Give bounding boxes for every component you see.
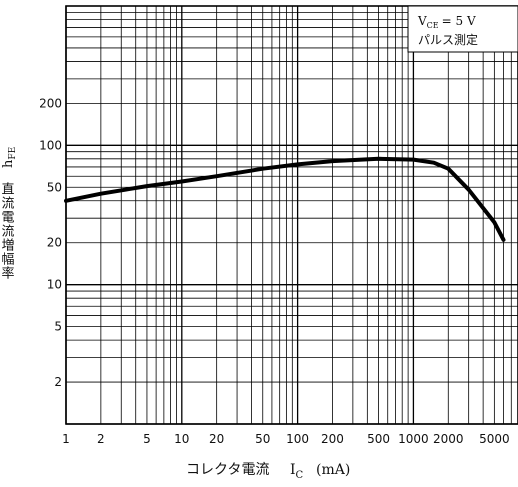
x-tick-label: 2 <box>97 432 105 446</box>
x-axis-label: コレクタ電流 IC (mA) <box>186 462 350 481</box>
chart-grid <box>65 6 518 425</box>
x-tick-label: 100 <box>286 432 309 446</box>
x-tick-label: 5000 <box>479 432 510 446</box>
y-axis-text: 直流電流増幅率 <box>0 182 14 280</box>
y-tick-label: 50 <box>47 180 62 194</box>
curve-layer <box>64 156 506 242</box>
hfe-curve <box>64 156 506 242</box>
x-tick-labels: 1 2 5 10 20 50 100 200 500 1000 2000 5000 <box>62 432 509 446</box>
y-tick-label: 200 <box>39 96 62 110</box>
x-tick-label: 500 <box>367 432 390 446</box>
y-tick-label: 2 <box>54 375 62 389</box>
x-tick-label: 1 <box>62 432 70 446</box>
x-tick-label: 50 <box>255 432 270 446</box>
y-tick-labels: 2 5 10 20 50 100 200 <box>39 96 62 389</box>
x-axis-unit: (mA) <box>316 462 350 478</box>
x-tick-label: 5 <box>143 432 151 446</box>
x-tick-label: 1000 <box>398 432 429 446</box>
y-axis-label: hFE 直流電流増幅率 <box>0 147 18 280</box>
x-tick-label: 10 <box>174 432 189 446</box>
condition-line-1: VCE = 5 V <box>417 14 476 30</box>
condition-box: VCE = 5 V パルス測定 <box>407 5 518 53</box>
x-tick-label: 20 <box>209 432 224 446</box>
plot-frame <box>65 5 518 425</box>
x-axis-symbol: IC <box>290 462 304 481</box>
y-tick-label: 100 <box>39 138 62 152</box>
y-axis-symbol: hFE <box>1 147 18 168</box>
y-tick-label: 5 <box>54 320 62 334</box>
x-axis-text: コレクタ電流 <box>186 462 269 478</box>
condition-line-2: パルス測定 <box>418 32 478 47</box>
y-tick-label: 20 <box>47 236 62 250</box>
y-tick-label: 10 <box>47 278 62 292</box>
x-tick-label: 200 <box>321 432 344 446</box>
x-tick-label: 2000 <box>433 432 464 446</box>
